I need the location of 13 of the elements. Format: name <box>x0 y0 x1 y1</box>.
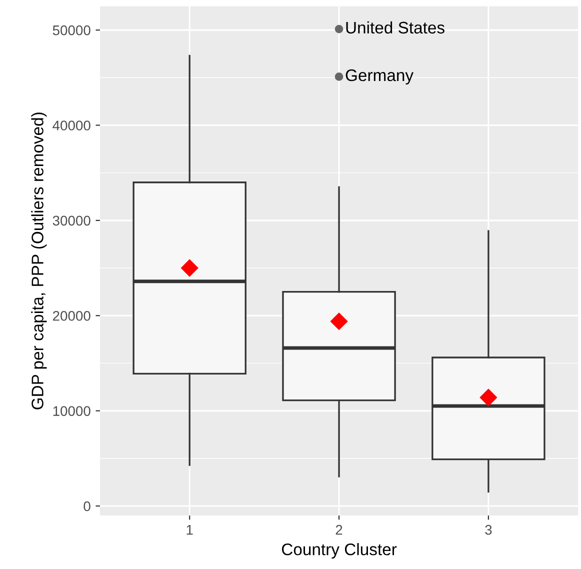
y-tick-label: 10000 <box>53 406 90 416</box>
x-tick-label: 2 <box>336 524 342 535</box>
x-tick-label: 3 <box>485 524 492 535</box>
annotation: Germany <box>346 69 414 84</box>
y-tick-label: 50000 <box>52 25 90 36</box>
y-tick-label: 30000 <box>52 216 90 226</box>
annotation: United States <box>346 21 444 34</box>
y-tick-label: 20000 <box>52 310 90 321</box>
y-tick-label: 0 <box>84 501 90 512</box>
y-axis-title: GDP per capita, PPP (Outliers removed) <box>31 112 47 410</box>
y-tick-label: 40000 <box>52 120 90 130</box>
x-axis-title: Country Cluster <box>282 543 397 559</box>
x-tick-label: 1 <box>186 525 193 535</box>
